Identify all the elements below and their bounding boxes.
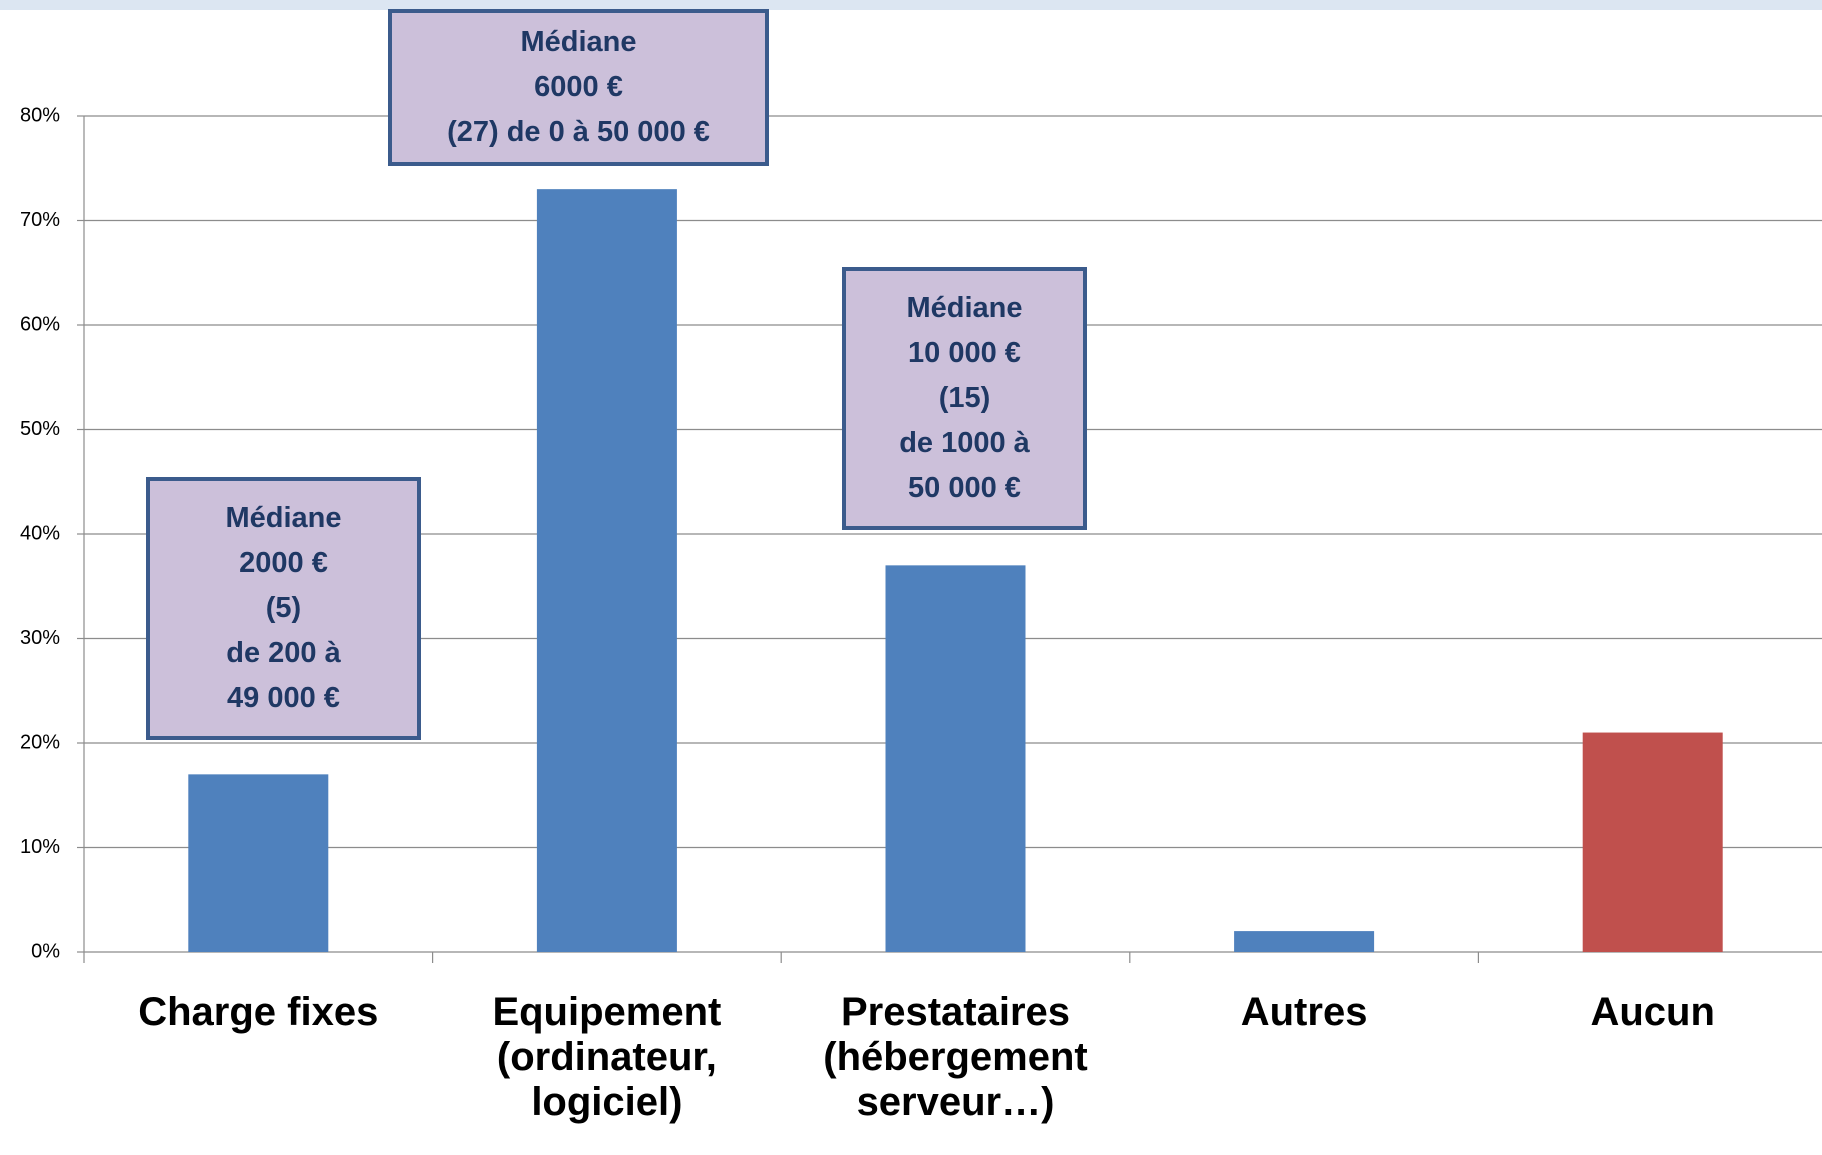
x-tick-label: Autres <box>1240 990 1368 1034</box>
annotation-box: Médiane 10 000 € (15) de 1000 à 50 000 € <box>842 267 1087 530</box>
annotation-box: Médiane 2000 € (5) de 200 à 49 000 € <box>146 477 421 740</box>
y-tick-label: 70% <box>20 209 60 231</box>
y-tick-label: 60% <box>20 313 60 335</box>
y-tick-label: 80% <box>20 104 60 126</box>
annotation-line: 50 000 € <box>908 472 1021 504</box>
x-tick-label: Aucun <box>1590 990 1715 1034</box>
annotation-line: de 1000 à <box>899 427 1030 459</box>
annotation-line: 6000 € <box>534 71 623 103</box>
annotation-line: Médiane <box>906 292 1023 324</box>
annotation-line: (15) <box>938 382 991 414</box>
y-tick-label: 20% <box>20 731 60 753</box>
bar <box>536 189 677 952</box>
bar <box>188 774 329 952</box>
y-tick-label: 0% <box>31 940 60 962</box>
bar <box>1582 732 1723 952</box>
x-tick-label: Equipement (ordinateur, logiciel) <box>492 990 722 1124</box>
annotation-line: de 200 à <box>226 637 341 669</box>
y-tick-label: 40% <box>20 522 60 544</box>
annotation-line: 2000 € <box>239 547 328 579</box>
bar <box>1234 931 1375 952</box>
annotation-line: Médiane <box>520 26 637 58</box>
y-tick-label: 50% <box>20 418 60 440</box>
bar <box>885 565 1026 952</box>
y-tick-label: 10% <box>20 836 60 858</box>
x-tick-label: Prestataires (hébergement serveur…) <box>823 990 1088 1124</box>
annotation-line: (5) <box>265 592 302 624</box>
annotation-line: 10 000 € <box>908 337 1021 369</box>
y-tick-label: 30% <box>20 627 60 649</box>
x-tick-label: Charge fixes <box>138 990 379 1034</box>
top-strip <box>0 0 1822 10</box>
annotation-line: 49 000 € <box>227 682 340 714</box>
annotation-box: Médiane 6000 € (27) de 0 à 50 000 € <box>388 9 769 166</box>
annotation-line: Médiane <box>225 502 342 534</box>
annotation-line: (27) de 0 à 50 000 € <box>447 116 710 148</box>
